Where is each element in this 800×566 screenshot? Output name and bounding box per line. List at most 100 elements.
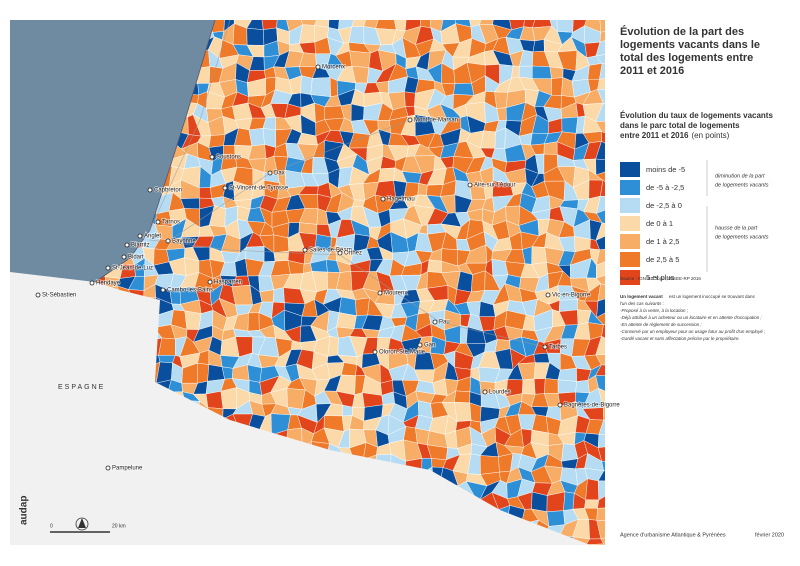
commune xyxy=(563,491,575,511)
commune xyxy=(336,312,357,329)
commune xyxy=(247,312,260,332)
commune xyxy=(596,207,605,227)
city-label: Oloron-Ste-Marie xyxy=(379,350,426,356)
commune xyxy=(612,376,627,394)
commune xyxy=(628,416,642,435)
commune xyxy=(595,354,605,367)
commune xyxy=(691,180,706,200)
commune xyxy=(115,543,130,545)
city-marker xyxy=(105,465,111,471)
commune xyxy=(655,547,667,561)
city-label: Tarbes xyxy=(549,345,567,351)
commune xyxy=(584,499,600,509)
commune xyxy=(324,543,342,545)
commune xyxy=(195,545,211,565)
commune xyxy=(378,167,396,183)
commune xyxy=(595,52,605,66)
commune xyxy=(544,378,559,394)
commune xyxy=(404,91,416,107)
commune xyxy=(695,249,701,265)
definition-lead: Un logement vacant xyxy=(620,294,663,299)
commune xyxy=(650,391,669,408)
commune xyxy=(595,231,605,250)
commune xyxy=(494,91,508,109)
commune xyxy=(693,442,708,461)
title: 2011 et 2016 xyxy=(620,65,684,77)
city-label: Cambo-les-Bains xyxy=(167,288,213,294)
road xyxy=(149,19,231,231)
commune xyxy=(623,482,639,500)
commune xyxy=(691,89,706,104)
commune xyxy=(663,453,676,474)
commune xyxy=(596,507,605,521)
commune xyxy=(625,364,637,379)
city-label: St-Jean-de-Luz xyxy=(112,266,153,272)
legend-swatch xyxy=(620,198,640,213)
commune xyxy=(609,444,626,461)
commune xyxy=(689,483,706,497)
commune xyxy=(259,289,275,303)
commune xyxy=(551,77,564,96)
commune xyxy=(679,349,695,368)
commune xyxy=(415,544,429,545)
definition-item: -Déjà attribué à un acheteur ou un locat… xyxy=(620,315,762,320)
commune xyxy=(650,402,669,422)
sea xyxy=(10,20,215,282)
commune xyxy=(640,469,654,487)
commune xyxy=(558,543,578,545)
commune xyxy=(622,429,640,444)
city-label: Vic-en-Bigorre xyxy=(552,293,591,299)
commune xyxy=(532,39,545,53)
commune xyxy=(575,380,590,394)
scale-bar: 0 20 km xyxy=(50,517,126,533)
commune xyxy=(636,375,655,395)
commune xyxy=(616,364,626,379)
commune xyxy=(597,434,605,449)
title: Évolution de la part des xyxy=(620,25,744,38)
commune xyxy=(665,90,682,102)
commune xyxy=(636,391,655,408)
city-marker xyxy=(337,250,343,256)
commune xyxy=(341,362,357,376)
city-label: Salies-de-Béarn xyxy=(309,248,352,254)
commune xyxy=(626,453,642,474)
commune xyxy=(543,141,558,155)
commune xyxy=(650,414,665,431)
commune xyxy=(662,369,683,378)
commune xyxy=(661,349,682,369)
city-marker xyxy=(557,402,563,408)
definition-text: est un logement inoccupé se trouvant dan… xyxy=(669,294,756,299)
commune xyxy=(341,404,353,417)
commune xyxy=(459,546,475,565)
commune xyxy=(247,364,262,383)
commune xyxy=(92,546,110,560)
legend-label: 5 et plus xyxy=(646,273,675,282)
commune xyxy=(559,299,578,312)
commune xyxy=(375,20,397,31)
date: février 2020 xyxy=(755,532,784,538)
commune xyxy=(688,512,707,520)
commune xyxy=(679,363,695,378)
commune xyxy=(626,469,642,487)
commune xyxy=(231,284,253,306)
city-label: Biarritz xyxy=(131,243,150,249)
legend-title: Évolution du taux de logements vacants xyxy=(620,111,773,120)
commune xyxy=(627,388,641,408)
legend-swatch xyxy=(620,270,640,285)
definition-item: -En attente de règlement de succession ; xyxy=(620,322,703,327)
commune xyxy=(687,408,708,421)
commune xyxy=(599,63,605,80)
commune xyxy=(691,64,708,84)
commune xyxy=(595,37,605,57)
commune xyxy=(426,544,449,545)
commune xyxy=(675,407,692,421)
commune xyxy=(355,297,370,316)
commune xyxy=(609,493,624,512)
commune xyxy=(626,353,640,366)
commune xyxy=(597,470,605,482)
commune xyxy=(637,141,656,160)
commune xyxy=(665,414,675,432)
commune xyxy=(561,116,579,134)
commune xyxy=(557,368,577,382)
commune xyxy=(598,419,605,435)
